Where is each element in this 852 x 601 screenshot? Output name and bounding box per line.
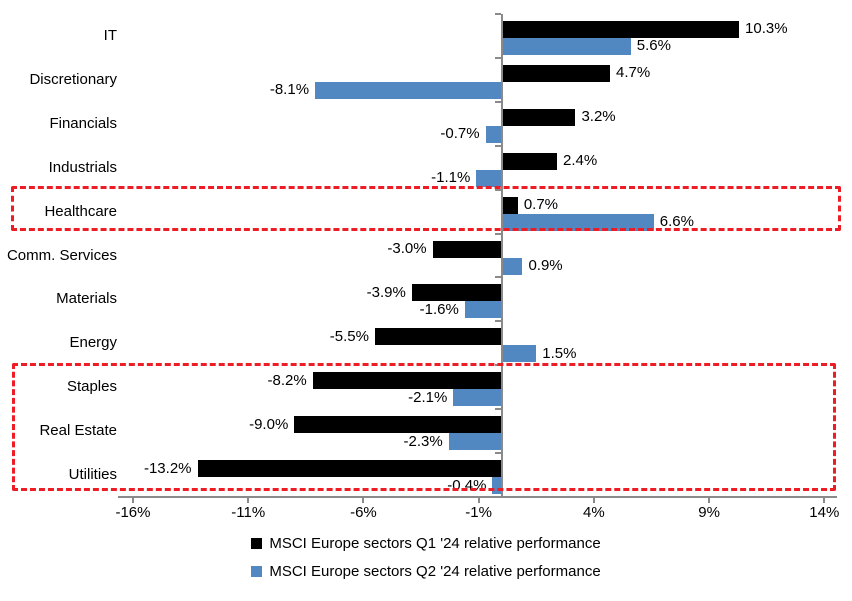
category-label-energy: Energy: [69, 334, 117, 352]
x-axis-tick: [131, 498, 134, 503]
bar-q1-staples: [312, 372, 502, 390]
category-axis-tick: [494, 276, 501, 279]
data-label-q1-utilities: -13.2%: [143, 459, 192, 477]
category-axis-tick: [494, 496, 501, 498]
x-tick-label-4: 4%: [583, 504, 605, 521]
x-tick-label-9: 9%: [698, 504, 720, 521]
legend-swatch-q2-icon: [251, 565, 263, 577]
x-axis-tick: [592, 498, 595, 503]
category-label-comm-services: Comm. Services: [6, 246, 117, 264]
category-label-staples: Staples: [66, 378, 117, 396]
category-label-materials: Materials: [56, 290, 117, 308]
data-label-q1-staples: -8.2%: [267, 371, 307, 389]
data-label-q2-financials: -0.7%: [440, 125, 480, 143]
data-label-q2-real-estate: -2.3%: [403, 432, 443, 450]
data-label-q2-staples: -2.1%: [408, 388, 448, 406]
data-label-q1-comm-services: -3.0%: [387, 240, 427, 257]
data-label-q1-discretionary: 4.7%: [616, 64, 651, 82]
category-axis-tick: [494, 232, 501, 235]
legend-item-q1: MSCI Europe sectors Q1 '24 relative perf…: [251, 533, 601, 553]
x-axis-tick: [708, 498, 711, 503]
bar-q1-energy: [374, 328, 502, 346]
data-label-q2-materials: -1.6%: [419, 300, 459, 318]
data-label-q1-industrials: 2.4%: [563, 152, 598, 170]
category-label-discretionary: Discretionary: [29, 70, 117, 88]
category-axis-tick: [494, 408, 501, 411]
data-label-q1-financials: 3.2%: [581, 108, 616, 126]
legend-label-q2: MSCI Europe sectors Q2 '24 relative perf…: [269, 562, 601, 580]
bar-q2-materials: [464, 301, 502, 319]
bar-q2-healthcare: [501, 213, 654, 231]
legend-label-q1: MSCI Europe sectors Q1 '24 relative perf…: [269, 534, 601, 552]
data-label-q1-healthcare: 0.7%: [523, 196, 559, 214]
category-label-industrials: Industrials: [48, 158, 117, 176]
bar-q1-comm-services: [432, 240, 502, 258]
bar-q1-financials: [501, 108, 576, 126]
bar-q1-industrials: [501, 152, 557, 170]
bar-q2-utilities: [492, 477, 502, 495]
category-label-utilities: Utilities: [68, 466, 117, 484]
value-axis-line: [118, 496, 837, 498]
data-label-q1-energy: -5.5%: [329, 327, 369, 345]
category-axis-tick: [494, 144, 501, 147]
x-axis-tick: [823, 498, 826, 503]
data-label-q2-comm-services: 0.9%: [528, 257, 563, 274]
bar-q1-discretionary: [501, 64, 610, 82]
category-axis-tick: [494, 13, 501, 15]
bar-q2-staples: [453, 389, 502, 407]
x-tick-label-11: -11%: [231, 504, 266, 521]
data-label-q2-healthcare: 6.6%: [659, 213, 694, 231]
category-axis-tick: [494, 320, 501, 323]
data-label-q2-industrials: -1.1%: [431, 169, 471, 187]
bar-q2-comm-services: [501, 257, 523, 275]
category-label-financials: Financials: [49, 114, 117, 132]
x-tick-label-1: -1%: [465, 504, 492, 521]
category-axis-tick: [494, 188, 501, 191]
bar-q1-utilities: [197, 460, 502, 478]
legend-swatch-q1-icon: [251, 537, 263, 549]
legend: MSCI Europe sectors Q1 '24 relative perf…: [0, 533, 852, 589]
bar-q2-it: [501, 37, 631, 55]
healthcare-highlight: [11, 186, 841, 231]
x-axis-tick: [362, 498, 365, 503]
bar-q2-energy: [501, 345, 537, 363]
bar-q1-materials: [411, 284, 502, 302]
bar-q1-healthcare: [501, 196, 518, 214]
category-axis-tick: [494, 56, 501, 59]
x-axis-tick: [247, 498, 250, 503]
data-label-q2-discretionary: -8.1%: [269, 81, 310, 99]
bar-q2-financials: [485, 125, 502, 143]
category-axis-tick: [494, 452, 501, 455]
bar-q2-industrials: [476, 169, 502, 187]
category-label-it: IT: [103, 26, 117, 44]
bar-q1-it: [501, 20, 740, 38]
data-label-q2-energy: 1.5%: [542, 344, 577, 362]
category-axis-line: [500, 14, 503, 497]
bar-q2-real-estate: [448, 433, 502, 451]
data-label-q2-it: 5.6%: [636, 37, 671, 55]
bar-q1-real-estate: [294, 416, 502, 434]
data-label-q1-real-estate: -9.0%: [249, 415, 289, 433]
x-tick-label-16: -16%: [115, 504, 151, 521]
staples-realestate-utilities-highlight: [12, 363, 836, 491]
x-tick-label-6: -6%: [350, 504, 377, 521]
data-label-q1-it: 10.3%: [745, 20, 788, 38]
category-label-real-estate: Real Estate: [39, 422, 117, 440]
x-tick-label-14: 14%: [809, 504, 840, 521]
data-label-q1-materials: -3.9%: [366, 283, 406, 301]
category-label-healthcare: Healthcare: [44, 202, 117, 220]
x-axis-tick: [477, 498, 480, 503]
legend-item-q2: MSCI Europe sectors Q2 '24 relative perf…: [251, 561, 601, 581]
bar-q2-discretionary: [315, 81, 502, 99]
category-axis-tick: [494, 100, 501, 103]
